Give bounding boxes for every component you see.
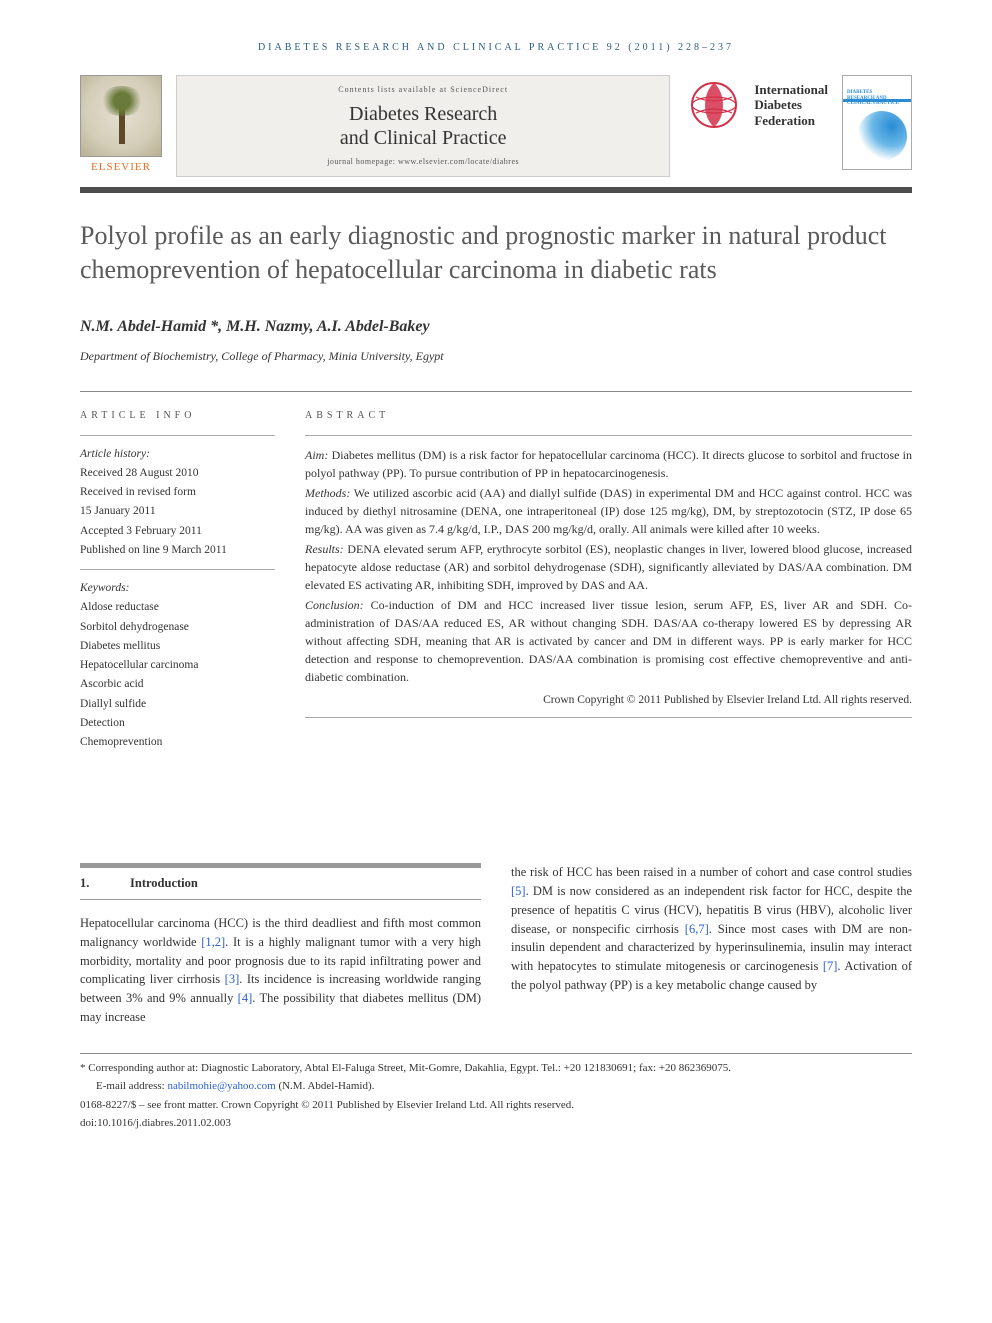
section-heading-introduction: 1. Introduction: [80, 863, 481, 900]
aim-label: Aim:: [305, 448, 328, 462]
cover-caption-1: DIABETES: [847, 90, 872, 95]
body-two-columns: 1. Introduction Hepatocellular carcinoma…: [80, 863, 912, 1026]
email-suffix: (N.M. Abdel-Hamid).: [276, 1080, 375, 1092]
body-column-right: the risk of HCC has been raised in a num…: [511, 863, 912, 1026]
article-history-list: Received 28 August 2010 Received in revi…: [80, 465, 275, 559]
methods-text: We utilized ascorbic acid (AA) and diall…: [305, 486, 912, 536]
front-matter-line: 0168-8227/$ – see front matter. Crown Co…: [80, 1097, 912, 1114]
history-item: Received 28 August 2010: [80, 465, 275, 482]
keywords-list: Aldose reductase Sorbitol dehydrogenase …: [80, 599, 275, 751]
abstract-methods: Methods: We utilized ascorbic acid (AA) …: [305, 484, 912, 538]
journal-name-line1: Diabetes Research: [349, 103, 497, 125]
citation-link[interactable]: [1,2]: [201, 935, 225, 949]
citation-link[interactable]: [7]: [823, 959, 838, 973]
masthead-center: Contents lists available at ScienceDirec…: [176, 75, 670, 177]
keyword-item: Ascorbic acid: [80, 676, 275, 693]
history-item: Received in revised form: [80, 484, 275, 501]
cover-caption-2: RESEARCH AND: [847, 96, 887, 101]
footnotes: * Corresponding author at: Diagnostic La…: [80, 1053, 912, 1132]
keyword-item: Diallyl sulfide: [80, 696, 275, 713]
authors-text: N.M. Abdel-Hamid *, M.H. Nazmy, A.I. Abd…: [80, 318, 430, 335]
abstract-heading: ABSTRACT: [305, 408, 912, 423]
divider: [80, 435, 275, 436]
abstract: ABSTRACT Aim: Diabetes mellitus (DM) is …: [305, 408, 912, 754]
idf-line1: International: [754, 82, 828, 98]
masthead: ELSEVIER Contents lists available at Sci…: [80, 75, 912, 193]
abstract-conclusion: Conclusion: Co-induction of DM and HCC i…: [305, 596, 912, 686]
authors: N.M. Abdel-Hamid *, M.H. Nazmy, A.I. Abd…: [80, 315, 912, 339]
article-info-sidebar: ARTICLE INFO Article history: Received 2…: [80, 408, 275, 754]
intro-text: the risk of HCC has been raised in a num…: [511, 865, 912, 879]
abstract-aim: Aim: Diabetes mellitus (DM) is a risk fa…: [305, 446, 912, 482]
doi-line: doi:10.1016/j.diabres.2011.02.003: [80, 1115, 912, 1132]
journal-homepage-line: journal homepage: www.elsevier.com/locat…: [187, 156, 659, 168]
history-item: Accepted 3 February 2011: [80, 523, 275, 540]
journal-name-line2: and Clinical Practice: [340, 127, 507, 149]
section-title: Introduction: [130, 874, 198, 893]
keyword-item: Aldose reductase: [80, 599, 275, 616]
history-item: 15 January 2011: [80, 503, 275, 520]
article-info-heading: ARTICLE INFO: [80, 408, 275, 423]
intro-paragraph-left: Hepatocellular carcinoma (HCC) is the th…: [80, 914, 481, 1027]
conclusion-text: Co-induction of DM and HCC increased liv…: [305, 598, 912, 684]
keyword-item: Diabetes mellitus: [80, 638, 275, 655]
elsevier-tree-icon: [80, 75, 162, 157]
results-label: Results:: [305, 542, 344, 556]
history-item: Published on line 9 March 2011: [80, 542, 275, 559]
affiliation: Department of Biochemistry, College of P…: [80, 347, 912, 365]
cover-thumb-title: DIABETES RESEARCH AND CLINICAL PRACTICE: [847, 90, 899, 107]
corresponding-author-note: * Corresponding author at: Diagnostic La…: [80, 1060, 912, 1077]
email-line: E-mail address: nabilmohie@yahoo.com (N.…: [80, 1078, 912, 1095]
idf-text: International Diabetes Federation: [754, 82, 828, 129]
keywords-label: Keywords:: [80, 580, 275, 597]
keyword-item: Hepatocellular carcinoma: [80, 657, 275, 674]
results-text: DENA elevated serum AFP, erythrocyte sor…: [305, 542, 912, 592]
journal-cover-thumbnail: DIABETES RESEARCH AND CLINICAL PRACTICE: [842, 75, 912, 170]
article-history-label: Article history:: [80, 446, 275, 463]
divider: [305, 717, 912, 718]
section-number: 1.: [80, 874, 130, 893]
contents-available-line: Contents lists available at ScienceDirec…: [187, 84, 659, 96]
keyword-item: Sorbitol dehydrogenase: [80, 619, 275, 636]
abstract-results: Results: DENA elevated serum AFP, erythr…: [305, 540, 912, 594]
email-label: E-mail address:: [96, 1080, 167, 1092]
idf-block: International Diabetes Federation: [684, 75, 828, 135]
cover-caption-3: CLINICAL PRACTICE: [847, 101, 899, 106]
idf-line3: Federation: [754, 113, 828, 129]
methods-label: Methods:: [305, 486, 350, 500]
journal-name: Diabetes Research and Clinical Practice: [187, 102, 659, 150]
citation-link[interactable]: [6,7]: [685, 922, 709, 936]
article-title: Polyol profile as an early diagnostic an…: [80, 219, 912, 287]
citation-link[interactable]: [3]: [225, 972, 240, 986]
intro-paragraph-right: the risk of HCC has been raised in a num…: [511, 863, 912, 994]
idf-line2: Diabetes: [754, 97, 828, 113]
divider: [80, 569, 275, 570]
keyword-item: Chemoprevention: [80, 734, 275, 751]
divider: [305, 435, 912, 436]
abstract-copyright: Crown Copyright © 2011 Published by Else…: [305, 692, 912, 709]
elsevier-logo: ELSEVIER: [80, 75, 162, 176]
citation-link[interactable]: [4]: [238, 991, 253, 1005]
idf-logo-icon: [684, 75, 744, 135]
citation-link[interactable]: [5]: [511, 884, 526, 898]
conclusion-label: Conclusion:: [305, 598, 364, 612]
author-email-link[interactable]: nabilmohie@yahoo.com: [167, 1080, 275, 1092]
aim-text: Diabetes mellitus (DM) is a risk factor …: [305, 448, 912, 480]
running-header: DIABETES RESEARCH AND CLINICAL PRACTICE …: [80, 40, 912, 55]
keyword-item: Detection: [80, 715, 275, 732]
publisher-name: ELSEVIER: [80, 159, 162, 176]
info-abstract-row: ARTICLE INFO Article history: Received 2…: [80, 391, 912, 754]
body-column-left: 1. Introduction Hepatocellular carcinoma…: [80, 863, 481, 1026]
